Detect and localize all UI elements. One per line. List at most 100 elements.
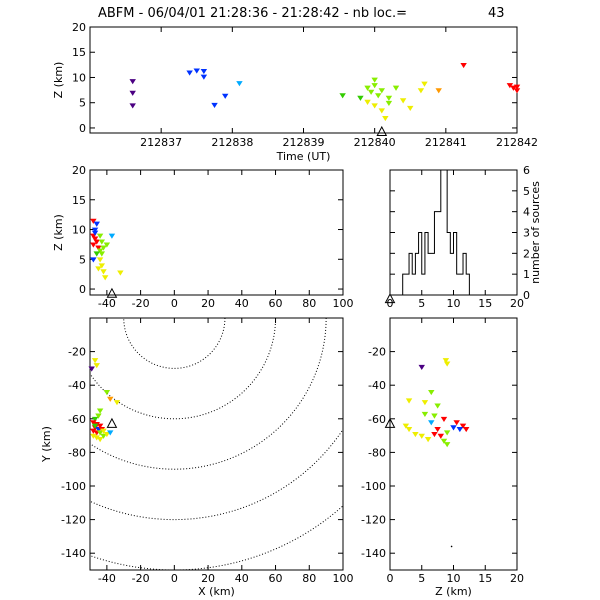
x-tick-label: 15 <box>478 297 492 310</box>
x-tick-label: 0 <box>171 297 178 310</box>
source-point <box>91 358 99 364</box>
y-tick-label: 10 <box>72 224 86 237</box>
x-tick-label: 100 <box>333 297 354 310</box>
source-point <box>459 423 467 429</box>
x-tick-label: 60 <box>269 572 283 585</box>
y-tick-label: -60 <box>68 413 86 426</box>
x-tick-label: 5 <box>418 297 425 310</box>
source-point <box>371 103 378 109</box>
source-point <box>437 433 445 439</box>
location-count: 43 <box>488 6 505 21</box>
source-point <box>96 248 104 254</box>
y-axis-label: number of sources <box>529 181 542 284</box>
source-point <box>98 239 106 245</box>
x-tick-label: 0 <box>387 297 394 310</box>
y-tick-label: 0 <box>79 283 86 296</box>
source-point <box>93 239 100 245</box>
plot-frame <box>89 317 344 571</box>
source-point <box>95 413 102 419</box>
y-tick-label: -40 <box>368 379 386 392</box>
source-point <box>108 233 116 239</box>
plot-frame <box>389 317 518 571</box>
source-point <box>442 358 450 364</box>
source-point <box>431 413 438 419</box>
x-tick-label: 5 <box>418 572 425 585</box>
source-point <box>364 99 371 105</box>
source-point <box>450 425 457 431</box>
source-point <box>117 270 124 276</box>
x-tick-label: 10 <box>447 297 461 310</box>
y-tick-label: -20 <box>368 346 386 359</box>
y-tick-label: 5 <box>79 253 86 266</box>
source-point <box>440 416 448 423</box>
source-point <box>418 433 425 439</box>
source-point <box>378 88 386 94</box>
source-point <box>407 105 414 112</box>
y-tick-label: 15 <box>72 194 86 207</box>
source-point <box>100 269 107 275</box>
y-tick-label: -80 <box>368 446 386 459</box>
x-tick-label: 20 <box>201 572 215 585</box>
source-point <box>378 108 386 114</box>
y-tick-label: -60 <box>368 413 386 426</box>
source-point <box>129 79 136 85</box>
source-point <box>91 227 99 233</box>
source-point <box>435 88 442 94</box>
station-triangle-marker <box>384 293 396 304</box>
source-point <box>434 426 441 433</box>
range-circles <box>90 318 343 570</box>
source-point <box>221 93 229 99</box>
source-point <box>506 83 514 89</box>
source-point <box>103 390 111 396</box>
source-point <box>103 432 111 438</box>
source-point <box>428 390 435 396</box>
x-tick-label: -40 <box>98 297 116 310</box>
source-point <box>371 83 378 89</box>
source-point <box>93 221 100 227</box>
x-tick-label: 60 <box>269 297 283 310</box>
source-point <box>428 420 435 426</box>
source-point <box>443 442 451 448</box>
figure-title: ABFM - 06/04/01 21:28:36 - 21:28:42 - nb… <box>98 6 505 21</box>
source-point <box>90 257 97 263</box>
source-point <box>399 98 407 104</box>
histogram-step-line <box>390 169 517 296</box>
source-point <box>424 437 432 443</box>
source-point <box>421 400 429 406</box>
source-point <box>98 251 106 257</box>
y-tick-label: -20 <box>68 346 86 359</box>
y-tick-label: -140 <box>61 547 86 560</box>
x-axis-label: Z (km) <box>435 585 472 598</box>
source-point <box>405 426 413 433</box>
source-point <box>460 62 467 69</box>
source-point <box>392 85 400 91</box>
x-tick-label: 80 <box>302 297 316 310</box>
source-point <box>402 423 410 429</box>
y-tick-label: 5 <box>79 97 86 110</box>
source-point <box>339 93 346 99</box>
source-point <box>96 233 104 239</box>
x-tick-label: 40 <box>235 297 249 310</box>
station-triangle-marker <box>384 417 396 428</box>
x-tick-label: -20 <box>132 572 150 585</box>
source-point <box>412 432 419 438</box>
source-point <box>98 263 106 269</box>
source-point <box>100 433 107 439</box>
source-point <box>96 430 104 436</box>
y-tick-label: 15 <box>72 46 86 59</box>
x-tick-label: 10 <box>447 572 461 585</box>
source-point <box>91 230 99 236</box>
source-point <box>90 218 97 224</box>
source-point <box>88 366 95 372</box>
y-tick-label: 0 <box>523 289 530 302</box>
station-triangle-marker <box>106 417 118 428</box>
source-point <box>405 398 413 404</box>
source-point <box>90 242 97 248</box>
y-axis-label: Z (km) <box>52 62 65 99</box>
source-point <box>113 400 121 406</box>
source-point <box>453 420 460 426</box>
y-axis-label: Y (km) <box>40 426 53 463</box>
x-tick-label: -40 <box>98 572 116 585</box>
